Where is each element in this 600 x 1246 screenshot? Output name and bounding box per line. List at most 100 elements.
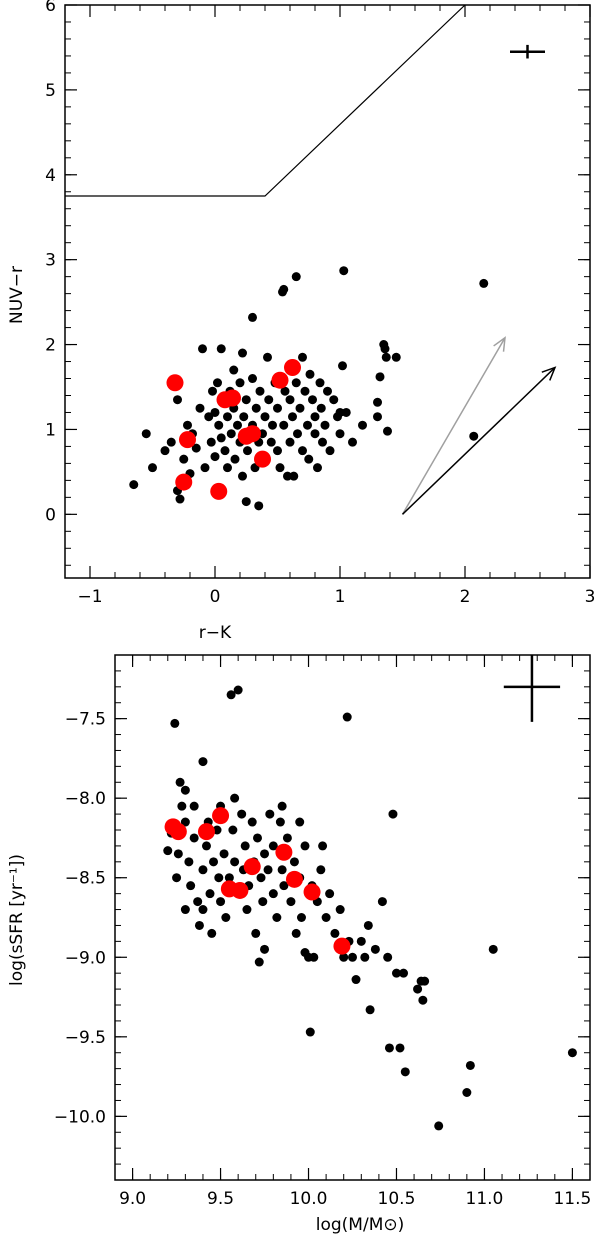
series-highlighted bbox=[164, 807, 351, 955]
data-point bbox=[280, 386, 290, 396]
y-tick-label: 3 bbox=[45, 251, 56, 271]
data-point bbox=[207, 928, 217, 938]
data-point bbox=[263, 865, 273, 875]
data-point bbox=[189, 801, 199, 811]
data-point bbox=[335, 905, 345, 915]
data-point bbox=[310, 412, 320, 422]
data-point bbox=[320, 420, 330, 430]
data-point bbox=[253, 833, 262, 843]
data-point bbox=[291, 272, 301, 282]
data-point bbox=[310, 429, 320, 439]
data-point bbox=[266, 437, 276, 447]
data-point bbox=[248, 374, 257, 384]
data-point bbox=[189, 833, 199, 843]
highlighted-point bbox=[243, 858, 261, 876]
plot-area bbox=[163, 655, 577, 1131]
data-point bbox=[198, 344, 207, 354]
data-point bbox=[210, 452, 220, 462]
data-point bbox=[321, 913, 331, 922]
data-point bbox=[230, 793, 240, 803]
highlighted-point bbox=[285, 870, 303, 888]
data-point bbox=[400, 1067, 410, 1077]
data-point bbox=[341, 407, 351, 417]
data-point bbox=[465, 1060, 475, 1070]
x-tick-label: 10.5 bbox=[378, 1189, 416, 1209]
y-axis-title: NUV−r bbox=[7, 266, 27, 324]
data-point bbox=[373, 397, 382, 407]
data-point bbox=[183, 420, 192, 430]
y-axis-title: log(sSFR [yr⁻¹]) bbox=[7, 854, 27, 986]
data-point bbox=[479, 278, 489, 288]
y-tick-label: −7.5 bbox=[65, 710, 106, 730]
y-tick-label: 5 bbox=[45, 81, 56, 101]
data-point bbox=[184, 857, 194, 867]
x-tick-label: 1 bbox=[335, 587, 346, 607]
data-point bbox=[173, 395, 182, 405]
data-point bbox=[298, 352, 307, 362]
data-point bbox=[220, 446, 230, 456]
data-point bbox=[289, 471, 299, 481]
x-tick-label: 3 bbox=[585, 587, 596, 607]
highlighted-point bbox=[275, 843, 293, 861]
y-tick-label: −8.0 bbox=[65, 789, 106, 809]
data-point bbox=[303, 420, 312, 430]
data-point bbox=[209, 857, 219, 867]
data-point bbox=[488, 944, 498, 954]
data-point bbox=[256, 873, 266, 883]
data-point bbox=[391, 352, 401, 362]
data-point bbox=[413, 984, 423, 994]
data-point bbox=[251, 928, 261, 938]
data-point bbox=[277, 865, 287, 875]
data-point bbox=[316, 403, 326, 413]
data-point bbox=[198, 865, 208, 875]
data-point bbox=[229, 365, 239, 375]
data-point bbox=[291, 928, 301, 938]
data-point bbox=[384, 1043, 394, 1053]
black-reddening-vector-head bbox=[541, 366, 557, 381]
data-point bbox=[469, 431, 479, 441]
data-point bbox=[377, 897, 387, 907]
data-point bbox=[356, 936, 366, 946]
data-point bbox=[265, 809, 275, 819]
data-point bbox=[254, 957, 264, 967]
data-point bbox=[293, 429, 302, 439]
data-point bbox=[279, 284, 289, 294]
x-tick-label: 0 bbox=[210, 587, 221, 607]
data-point bbox=[230, 857, 240, 867]
x-tick-label: 9.5 bbox=[207, 1189, 234, 1209]
data-point bbox=[300, 841, 310, 851]
data-point bbox=[279, 881, 289, 891]
data-point bbox=[325, 889, 335, 899]
data-point bbox=[160, 446, 170, 456]
data-point bbox=[363, 920, 373, 930]
data-point bbox=[248, 312, 257, 322]
data-point bbox=[186, 881, 196, 891]
data-point bbox=[288, 412, 297, 422]
data-point bbox=[175, 777, 185, 787]
data-point bbox=[240, 841, 250, 851]
data-point bbox=[313, 463, 322, 473]
highlighted-point bbox=[169, 823, 187, 841]
data-point bbox=[233, 685, 243, 695]
gray-reddening-vector bbox=[401, 337, 506, 515]
data-point bbox=[277, 801, 287, 811]
data-point bbox=[348, 952, 357, 962]
data-point bbox=[383, 952, 393, 962]
y-tick-label: 1 bbox=[45, 420, 56, 440]
data-point bbox=[285, 395, 295, 405]
data-point bbox=[226, 429, 236, 439]
data-point bbox=[418, 995, 428, 1005]
data-point bbox=[434, 1121, 444, 1131]
data-point bbox=[201, 841, 211, 851]
data-point bbox=[238, 348, 247, 358]
gray-reddening-vector-head bbox=[493, 336, 506, 352]
plot-frame bbox=[64, 4, 591, 579]
data-point bbox=[221, 913, 231, 922]
data-point bbox=[273, 403, 282, 413]
data-point bbox=[388, 809, 398, 819]
data-point bbox=[242, 905, 252, 915]
x-axis-title: log(M/M⊙) bbox=[316, 1215, 405, 1235]
data-point bbox=[198, 757, 208, 767]
data-point bbox=[254, 501, 264, 511]
data-point bbox=[260, 944, 270, 954]
